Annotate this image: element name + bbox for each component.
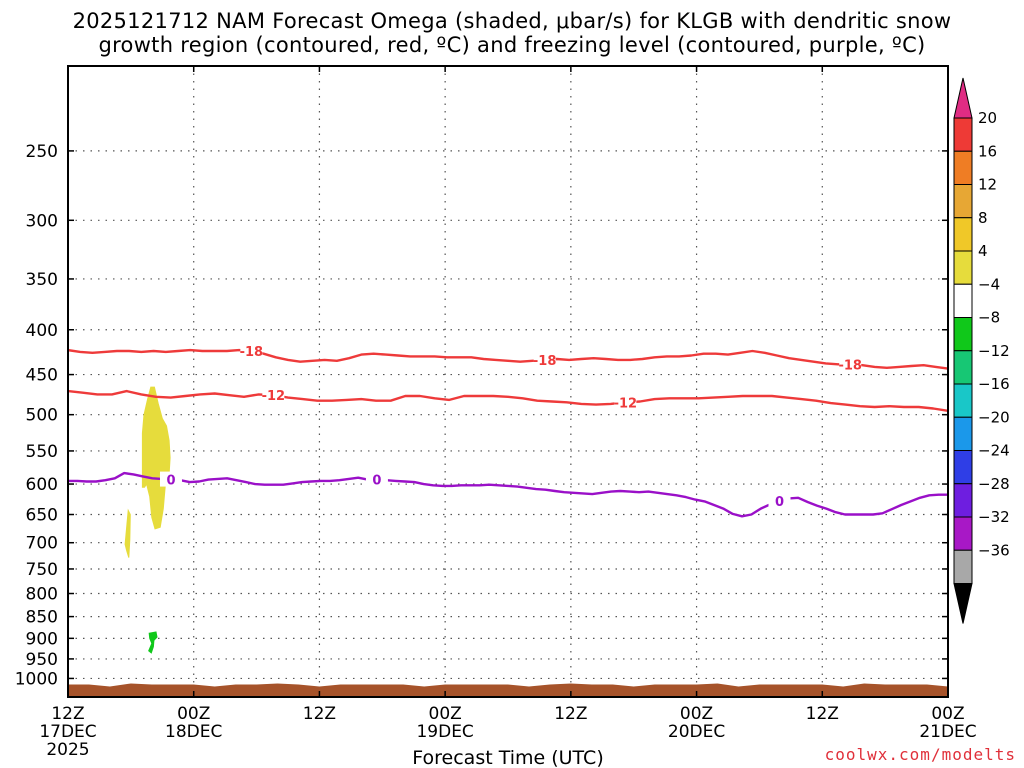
- y-tick-label: 350: [26, 270, 58, 290]
- x-tick-label: 2025: [46, 740, 89, 760]
- contour-label: 0: [166, 474, 175, 489]
- x-tick-label: 00Z: [931, 704, 964, 724]
- x-tick-label: 19DEC: [416, 722, 473, 742]
- colorbar-label: −4: [978, 275, 1000, 293]
- colorbar-segment: [953, 450, 973, 485]
- contour-label: -18: [838, 358, 862, 373]
- colorbar-label: −20: [978, 408, 1010, 426]
- x-tick-label: 18DEC: [165, 722, 222, 742]
- y-tick-label: 550: [26, 442, 58, 462]
- y-tick-label: 450: [26, 366, 58, 386]
- colorbar-bottom-triangle: [953, 583, 973, 624]
- contour-layer: -18-18 -18-12 -12-120 00: [68, 343, 948, 518]
- y-tick-label: 750: [26, 560, 58, 580]
- colorbar-segment: [953, 350, 973, 385]
- colorbar-segment: [953, 217, 973, 252]
- contour-label-bg: [262, 387, 285, 403]
- contour-line: [68, 471, 948, 518]
- y-tick-label: 250: [26, 142, 58, 162]
- x-tick-label: 00Z: [177, 704, 210, 724]
- colorbar-label: 16: [978, 142, 997, 160]
- colorbar-segment: [953, 383, 973, 418]
- colorbar-segment: [953, 549, 973, 584]
- x-tick-label: 12Z: [303, 704, 336, 724]
- y-tick-label: 1000: [15, 669, 58, 689]
- colorbar-label: −12: [978, 342, 1010, 360]
- colorbar-segment: [953, 117, 973, 152]
- y-tick-label: 500: [26, 406, 58, 426]
- omega-shaded-region: [141, 386, 171, 530]
- contour-line: [68, 348, 948, 370]
- colorbar-top-triangle: [953, 77, 973, 119]
- y-tick-label: 600: [26, 475, 58, 495]
- colorbar-segment: [953, 184, 973, 219]
- credit-text: coolwx.com/modelts: [825, 745, 1016, 764]
- colorbar-label: −32: [978, 508, 1010, 526]
- y-tick-label: 800: [26, 585, 58, 605]
- colorbar-segment: [953, 416, 973, 451]
- contour-label-bg: [159, 471, 182, 487]
- y-tick-label: 700: [26, 534, 58, 554]
- colorbar-label: 4: [978, 242, 988, 260]
- x-tick-label: 20DEC: [668, 722, 725, 742]
- y-tick-label: 950: [26, 650, 58, 670]
- y-tick-label: 900: [26, 629, 58, 649]
- colorbar-segment: [953, 250, 973, 285]
- contour-label-bg: [533, 351, 556, 367]
- colorbar-label: −24: [978, 442, 1010, 460]
- x-tick-label: 12Z: [51, 704, 84, 724]
- contour-label: -18: [533, 354, 557, 369]
- x-axis-label: Forecast Time (UTC): [412, 747, 603, 768]
- terrain-ground: [68, 683, 948, 697]
- colorbar-label: −36: [978, 541, 1010, 559]
- y-tick-label: 400: [26, 321, 58, 341]
- contour-label-bg: [768, 492, 791, 508]
- x-tick-label: 00Z: [429, 704, 462, 724]
- contour-label: -18: [240, 345, 264, 360]
- chart-title-line2: growth region (contoured, red, ºC) and f…: [98, 33, 926, 57]
- colorbar-label: −16: [978, 375, 1010, 393]
- x-tick-label: 12Z: [554, 704, 587, 724]
- colorbar-label: −8: [978, 309, 1000, 327]
- x-tick-label: 12Z: [806, 704, 839, 724]
- y-axis: 2503003504004505005506006507007508008509…: [15, 142, 948, 689]
- contour-label: -12: [614, 396, 638, 411]
- x-tick-label: 21DEC: [919, 722, 976, 742]
- colorbar-label: 20: [978, 109, 997, 127]
- contour-label-bg: [614, 394, 637, 410]
- contour-label: 0: [372, 474, 381, 489]
- contour-label-bg: [240, 343, 263, 359]
- plot-frame: [67, 65, 949, 698]
- contour-line: [68, 389, 948, 412]
- contour-label: 0: [775, 495, 784, 510]
- colorbar-segment: [953, 317, 973, 352]
- omega-shaded-region: [148, 631, 158, 654]
- grid: [67, 66, 949, 697]
- colorbar-segment: [953, 283, 973, 318]
- contour-label-bg: [839, 356, 862, 372]
- contour-label: -12: [262, 389, 286, 404]
- colorbar-label: 12: [978, 176, 997, 194]
- colorbar-segment: [953, 516, 973, 551]
- omega-shading: [124, 386, 171, 654]
- colorbar-segment: [953, 483, 973, 518]
- y-tick-label: 650: [26, 506, 58, 526]
- colorbar-label: −28: [978, 475, 1010, 493]
- colorbar-segment: [953, 150, 973, 185]
- x-tick-label: 17DEC: [39, 722, 96, 742]
- chart-title-line1: 2025121712 NAM Forecast Omega (shaded, μ…: [72, 9, 952, 33]
- colorbar-label: 8: [978, 209, 988, 227]
- x-tick-label: 00Z: [680, 704, 713, 724]
- y-tick-label: 300: [26, 211, 58, 231]
- colorbar: 20 16 12 8 4 −4 −8 −12 −16 −20 −24 −28 −32 −36: [953, 77, 1010, 624]
- y-tick-label: 850: [26, 608, 58, 628]
- terrain-layer: [68, 683, 948, 697]
- omega-shaded-region: [124, 508, 131, 558]
- contour-label-bg: [365, 471, 388, 487]
